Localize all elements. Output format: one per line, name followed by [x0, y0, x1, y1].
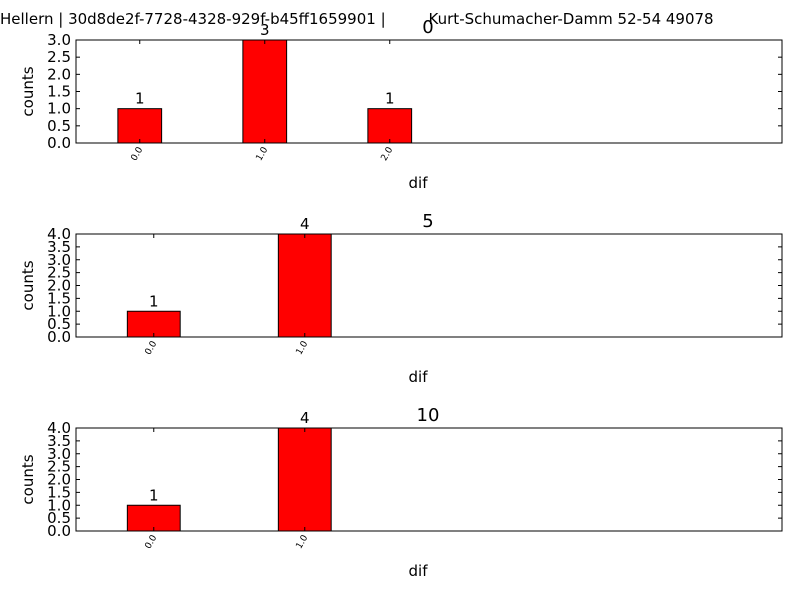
y-tick-label: 4.0 — [47, 419, 71, 437]
bar — [277, 427, 332, 532]
subplot-2: 0.00.51.01.52.02.53.03.54.010.041.0difco… — [19, 211, 783, 386]
y-tick-label: 1.0 — [47, 496, 71, 514]
y-axis-label: counts — [19, 454, 37, 504]
y-tick-label: 1.5 — [47, 83, 71, 101]
x-tick-label: 0.0 — [144, 339, 160, 357]
y-tick-label: 2.0 — [47, 471, 71, 489]
y-tick-label: 3.0 — [47, 31, 71, 49]
y-tick-label: 1.0 — [47, 100, 71, 118]
y-tick-label: 3.0 — [47, 251, 71, 269]
axes-frame — [75, 39, 783, 144]
bar — [242, 39, 288, 144]
y-tick-label: 1.5 — [47, 483, 71, 501]
figure-suptitle: Hellern | 30d8de2f-7728-4328-929f-b45ff1… — [0, 10, 714, 28]
y-tick-label: 0.0 — [47, 328, 71, 346]
bar — [367, 108, 413, 144]
x-tick-label: 0.0 — [144, 533, 160, 551]
y-tick-label: 2.5 — [47, 48, 71, 66]
y-tick-label: 0.5 — [47, 117, 71, 135]
x-tick-label: 0.0 — [130, 145, 146, 163]
bar-data-label: 1 — [385, 90, 395, 108]
subplot-3: 0.00.51.01.52.02.53.03.54.010.041.0difco… — [19, 405, 783, 580]
y-tick-label: 2.0 — [47, 65, 71, 83]
y-tick-label: 0.0 — [47, 134, 71, 152]
x-tick-label: 1.0 — [295, 339, 311, 357]
bar-data-label: 4 — [300, 409, 310, 427]
bar-data-label: 1 — [149, 486, 159, 504]
x-tick-label: 1.0 — [255, 145, 271, 163]
subplots: 0.00.51.01.52.02.53.010.031.012.0difcoun… — [19, 17, 783, 580]
bar-data-label: 3 — [260, 21, 270, 39]
bar — [277, 233, 332, 338]
x-axis-label: dif — [409, 562, 429, 580]
y-tick-label: 1.5 — [47, 289, 71, 307]
y-tick-label: 2.0 — [47, 277, 71, 295]
x-tick-label: 2.0 — [380, 145, 396, 163]
x-axis-label: dif — [409, 368, 429, 386]
y-axis-label: counts — [19, 260, 37, 310]
axes-frame — [75, 233, 783, 338]
subplot-title: 5 — [422, 211, 433, 232]
y-axis-label: counts — [19, 66, 37, 116]
x-tick-label: 1.0 — [295, 533, 311, 551]
bar-data-label: 4 — [300, 215, 310, 233]
axes-frame — [75, 427, 783, 532]
bar — [126, 310, 181, 338]
y-tick-label: 3.5 — [47, 238, 71, 256]
y-tick-label: 0.5 — [47, 509, 71, 527]
y-tick-label: 2.5 — [47, 458, 71, 476]
subplot-title: 0 — [422, 17, 433, 38]
y-tick-label: 0.5 — [47, 315, 71, 333]
x-axis-label: dif — [409, 174, 429, 192]
y-tick-label: 1.0 — [47, 302, 71, 320]
bar-data-label: 1 — [135, 90, 145, 108]
bar — [126, 504, 181, 532]
y-tick-label: 0.0 — [47, 522, 71, 540]
y-tick-label: 4.0 — [47, 225, 71, 243]
bar — [117, 108, 163, 144]
subplot-title: 10 — [417, 405, 440, 426]
y-tick-label: 3.5 — [47, 432, 71, 450]
y-tick-label: 2.5 — [47, 264, 71, 282]
bar-data-label: 1 — [149, 292, 159, 310]
subplot-1: 0.00.51.01.52.02.53.010.031.012.0difcoun… — [19, 17, 783, 192]
y-tick-label: 3.0 — [47, 445, 71, 463]
